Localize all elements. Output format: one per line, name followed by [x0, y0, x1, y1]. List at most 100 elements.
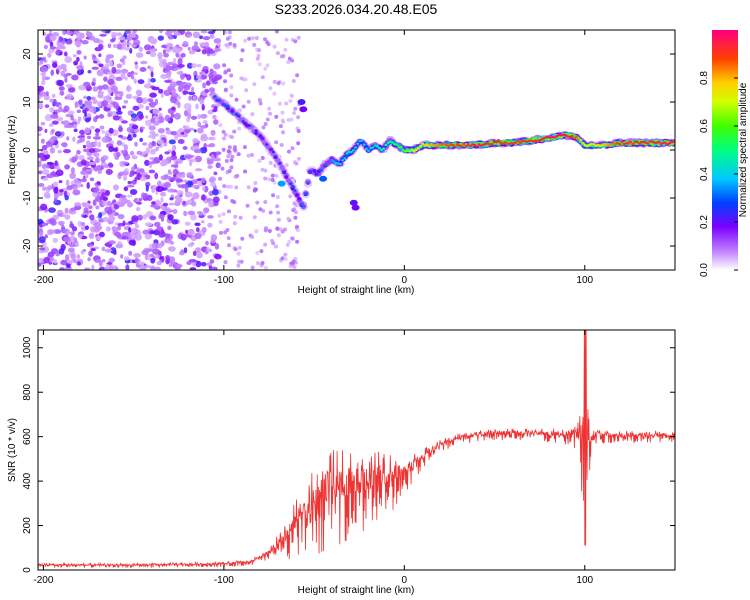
spectral-speckle	[154, 254, 161, 259]
spectral-speckle	[58, 86, 65, 91]
spectral-speckle	[286, 118, 291, 122]
spectral-ridge-cell	[332, 160, 336, 163]
spectral-ridge-cell	[258, 134, 262, 138]
spectral-speckle	[112, 115, 120, 121]
spectral-speckle	[154, 98, 158, 106]
spectral-speckle	[149, 101, 156, 108]
spectral-speckle	[181, 184, 189, 189]
spectral-ridge-cell	[384, 143, 388, 147]
spectral-speckle	[141, 126, 145, 130]
spectral-speckle	[40, 59, 44, 65]
y-tick-label: 0	[22, 567, 33, 573]
spectral-speckle	[142, 142, 148, 146]
spectral-speckle	[71, 156, 77, 163]
spectral-speckle	[64, 164, 70, 170]
spectral-speckle	[180, 131, 185, 135]
spectral-speckle	[214, 243, 220, 250]
spectral-speckle	[239, 76, 244, 81]
spectral-ridge-cell	[514, 141, 518, 144]
spectral-speckle	[76, 65, 84, 70]
spectral-speckle	[127, 194, 133, 198]
spectral-ridge-cell	[635, 140, 639, 144]
spectral-speckle	[236, 152, 241, 157]
spectral-ridge-cell	[338, 163, 342, 166]
spectral-speckle	[42, 56, 47, 62]
spectrogram-y-label: Frequency (Hz)	[7, 116, 18, 185]
x-tick-label: 0	[402, 575, 408, 586]
spectral-speckle	[123, 186, 129, 192]
spectral-ridge-cell	[375, 145, 379, 148]
spectral-speckle	[38, 236, 46, 243]
spectral-ridge-cell	[626, 142, 630, 145]
spectral-speckle	[277, 101, 282, 106]
spectral-speckle	[62, 30, 67, 36]
spectral-speckle	[123, 99, 129, 104]
spectral-ridge-cell	[585, 144, 589, 148]
spectral-ridge-cell	[279, 164, 285, 170]
spectral-speckle	[84, 225, 90, 230]
spectral-ridge-cell	[657, 140, 661, 144]
spectral-speckle	[176, 190, 184, 196]
spectral-speckle	[101, 84, 109, 90]
spectral-speckle	[171, 177, 176, 181]
spectral-speckle	[281, 81, 286, 86]
spectral-ridge-cell	[345, 152, 349, 155]
spectral-speckle	[186, 34, 192, 38]
spectral-speckle	[152, 108, 159, 115]
spectral-speckle	[123, 46, 131, 51]
spectral-ridge-cell	[343, 157, 347, 160]
spectral-speckle	[276, 210, 281, 215]
spectral-speckle	[116, 140, 123, 146]
spectral-speckle	[43, 256, 50, 264]
spectral-ridge-cell	[618, 143, 622, 146]
spectral-speckle	[142, 214, 147, 220]
spectral-speckle	[41, 223, 47, 227]
spectral-speckle	[265, 63, 270, 68]
spectral-speckle	[95, 132, 99, 137]
spectral-speckle	[69, 172, 76, 179]
spectral-speckle	[59, 51, 63, 56]
spectral-ridge-cell	[518, 141, 522, 144]
spectral-speckle	[270, 238, 275, 243]
spectral-speckle	[164, 114, 171, 122]
spectral-speckle	[150, 257, 156, 264]
spectral-speckle	[284, 37, 289, 42]
spectral-ridge-cell	[436, 144, 440, 148]
spectral-speckle	[198, 211, 203, 217]
spectral-speckle	[45, 91, 49, 96]
spectral-speckle	[47, 229, 53, 236]
spectral-speckle	[214, 253, 222, 260]
spectral-speckle	[78, 100, 83, 105]
spectral-speckle	[115, 76, 123, 82]
spectral-speckle	[107, 162, 113, 167]
spectral-speckle	[80, 159, 87, 166]
spectral-speckle	[157, 139, 164, 145]
spectrogram-y-ticks: -20 -10 0 10 20	[22, 48, 675, 253]
spectral-speckle	[76, 254, 81, 259]
spectral-speckle	[189, 127, 195, 131]
spectral-speckle	[47, 185, 53, 191]
spectral-speckle	[76, 50, 82, 55]
spectral-speckle	[144, 83, 152, 89]
spectral-speckle	[177, 139, 185, 144]
spectral-speckle	[296, 156, 301, 161]
spectral-speckle	[147, 65, 151, 70]
spectral-speckle	[116, 43, 122, 50]
spectral-speckle	[47, 52, 52, 58]
spectral-ridge-cell	[330, 158, 334, 162]
spectral-speckle	[122, 220, 126, 226]
spectral-ridge-cell	[399, 145, 403, 148]
spectral-speckle	[115, 244, 124, 248]
spectral-speckle	[209, 176, 217, 183]
spectral-ridge-cell	[341, 159, 345, 162]
spectral-speckle	[202, 186, 206, 191]
spectral-speckle	[57, 149, 62, 154]
spectral-speckle	[180, 233, 188, 241]
spectral-ridge-cell	[291, 184, 295, 188]
spectral-speckle	[125, 264, 130, 270]
spectral-speckle	[105, 56, 110, 64]
spectral-ridge-cell	[414, 148, 418, 152]
spectral-speckle	[38, 152, 45, 159]
spectral-speckle	[125, 85, 132, 92]
spectral-speckle	[201, 220, 205, 224]
